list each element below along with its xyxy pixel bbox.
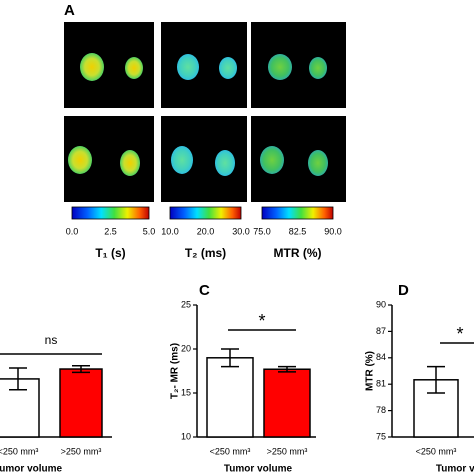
x-tick-label: >250 mm³ [267,446,308,456]
y-tick-label: 90 [376,299,386,309]
error-bar [278,365,296,373]
colorbar-tick: 5.0 [143,226,156,236]
y-tick-label: 84 [376,352,386,362]
error-bar [427,365,445,394]
significance-label: ns [45,333,58,347]
colorbar [169,206,242,220]
colorbar-label: MTR (%) [274,246,322,260]
colorbar-label: T₁ (s) [95,246,125,260]
bar [263,368,311,438]
colorbar-label: T₂ (ms) [185,246,226,260]
error-bar [72,364,90,374]
bar-chart: D 75 78 81 84 87 90 MTR (%) <250 mm³ Tumor volume… [365,282,474,474]
y-tick-label: 20 [181,343,191,353]
y-tick-label: 15 [181,387,191,397]
panel-label: C [199,282,210,299]
y-tick-label: 87 [376,326,386,336]
colorbar-tick: 82.5 [289,226,307,236]
x-tick-label: <250 mm³ [210,446,251,456]
x-axis-label: Tumor volume [436,464,474,474]
y-tick-label: 25 [181,299,191,309]
bar [59,368,103,438]
colorbar [71,206,150,220]
colorbar-tick: 2.5 [104,226,117,236]
y-tick-label: 75 [376,431,386,441]
panel-label: D [398,282,409,299]
x-tick-label: <250 mm³ [416,446,457,456]
error-bar [221,348,239,368]
colorbar-tick: 30.0 [232,226,250,236]
significance-label: * [258,311,265,331]
colorbar-tick: 75.0 [253,226,271,236]
y-tick-label: 78 [376,405,386,415]
x-tick-label: >250 mm³ [61,446,102,456]
colorbar-tick: 20.0 [197,226,215,236]
x-axis-label: Tumor volume [224,464,293,474]
panel-label: A [64,2,75,19]
colorbar-tick: 90.0 [324,226,342,236]
y-tick-label: 10 [181,431,191,441]
x-axis-label: Tumor volume [0,464,63,474]
bar [0,378,40,438]
bar-chart: <250 mm³ >250 mm³ Tumor volume ns [0,333,112,474]
significance-label: * [456,324,463,344]
image-grid [64,22,346,202]
bar-chart: C 10 15 20 25 T₂- MR (ms) <250 mm³ >250 mm³ Tumo… [170,282,316,474]
y-axis-label: MTR (%) [365,351,376,391]
colorbar-tick: 0.0 [66,226,79,236]
colorbar-tick: 10.0 [161,226,179,236]
bar [206,357,254,438]
y-tick-label: 81 [376,379,386,389]
bar-charts: <250 mm³ >250 mm³ Tumor volume ns C 10 15 20 25 T… [0,282,474,474]
error-bar [9,367,27,391]
x-tick-label: <250 mm³ [0,446,38,456]
colorbar [261,206,334,220]
y-axis-label: T₂- MR (ms) [170,343,181,399]
